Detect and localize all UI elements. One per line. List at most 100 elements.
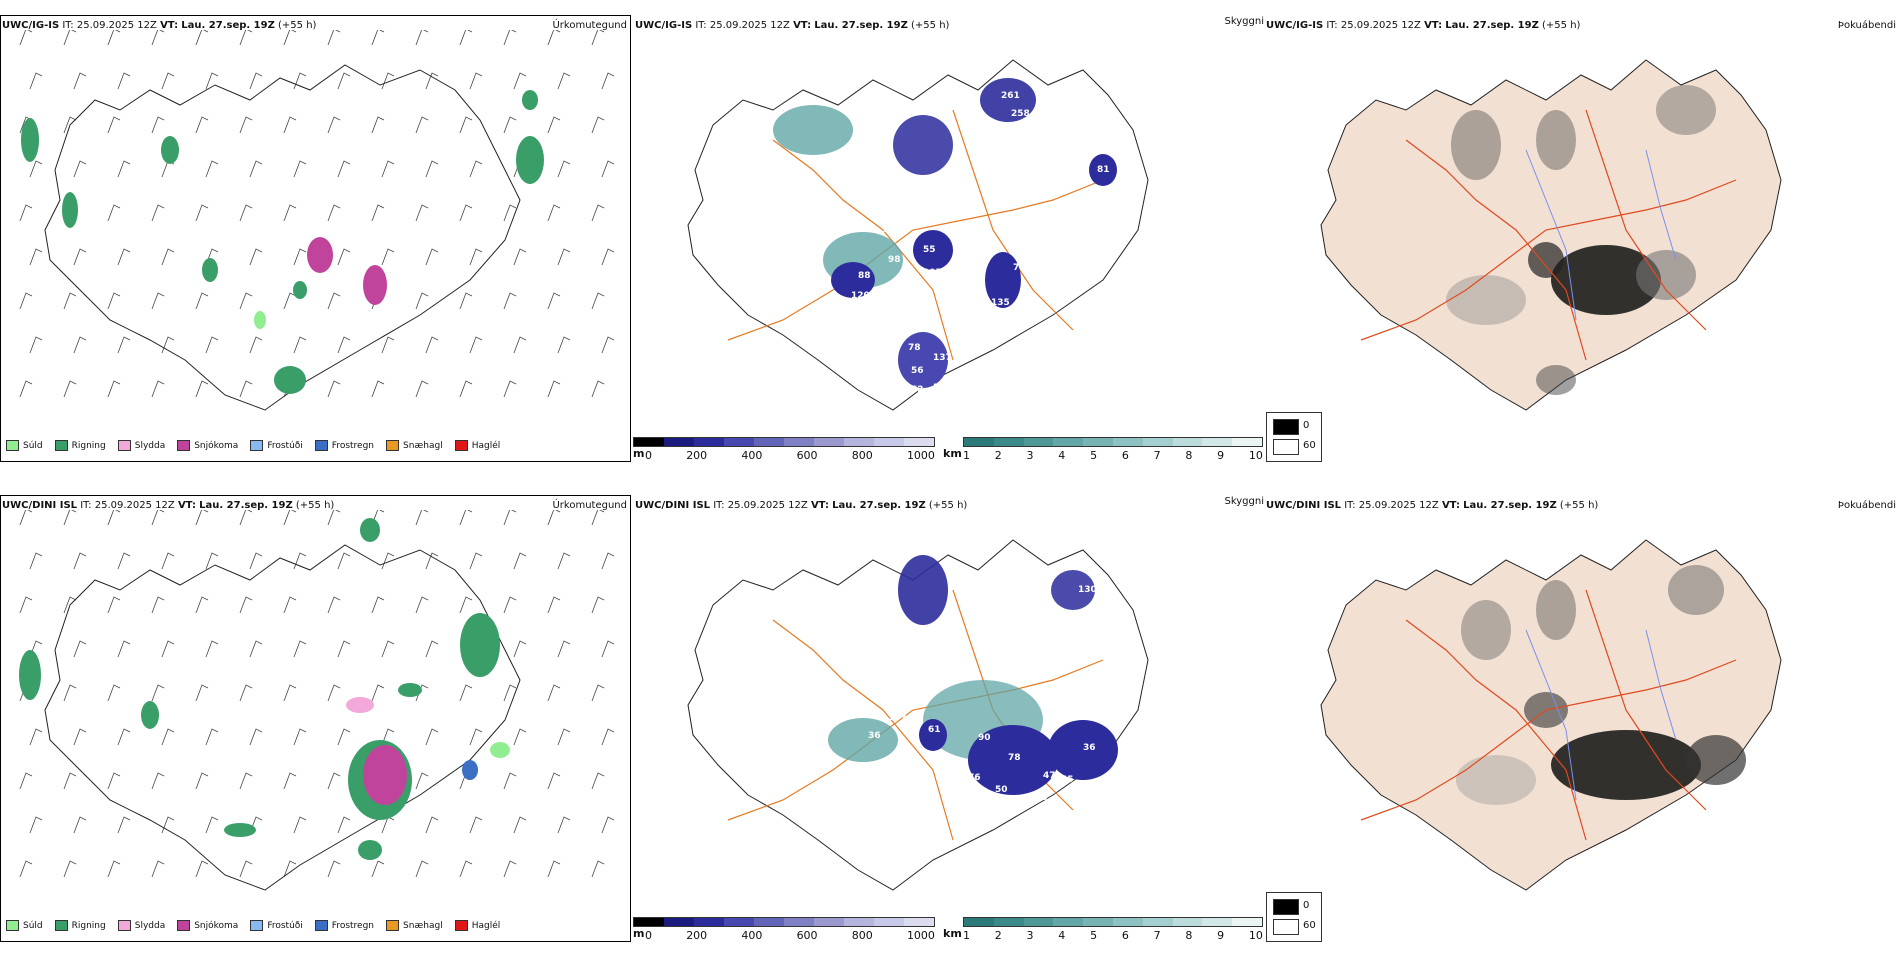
- it-label: IT:: [695, 20, 707, 31]
- wind-barb: [107, 116, 121, 134]
- precip-legend-item: Haglél: [454, 440, 501, 451]
- precip-legend-item: Frostregn: [314, 920, 374, 931]
- wind-barb: [239, 596, 253, 614]
- colorbar-tick: 200: [686, 449, 708, 462]
- precip-legend-label: Rigning: [71, 920, 106, 931]
- wind-barb: [547, 292, 561, 310]
- colorbar-swatches: [963, 437, 1263, 447]
- wind-barb: [19, 204, 33, 222]
- wind-barb: [327, 292, 341, 310]
- wind-barb: [591, 30, 605, 46]
- vt-label: VT:: [1441, 500, 1460, 511]
- wind-barb: [469, 336, 483, 354]
- wind-barb: [19, 860, 33, 878]
- vis-label: 36: [868, 731, 881, 741]
- colorbar-swatch: [694, 438, 724, 446]
- wind-barb: [469, 72, 483, 90]
- colorbar-swatch: [1083, 438, 1113, 446]
- precip-legend-swatch: [454, 920, 468, 931]
- precip-type-panel-top: UWC/IG-IS IT: 25.09.2025 12Z VT: Lau. 27…: [0, 0, 633, 475]
- wind-barb: [327, 596, 341, 614]
- vis-label: 74: [1013, 263, 1026, 273]
- wind-barb: [283, 684, 297, 702]
- wind-barb: [547, 116, 561, 134]
- wind-barb: [73, 640, 87, 658]
- colorbar-swatch: [754, 438, 784, 446]
- wind-barb: [381, 552, 395, 570]
- vis-label: 15: [925, 631, 938, 641]
- precip-legend-label: Frostúði: [267, 440, 303, 451]
- wind-barb: [327, 772, 341, 790]
- fog-label-0: 0: [1303, 900, 1310, 911]
- wind-barb: [547, 772, 561, 790]
- wind-barb: [371, 204, 385, 222]
- colorbar-swatch: [1202, 438, 1233, 446]
- colorbar-tick: 0: [645, 929, 652, 942]
- wind-barb: [161, 248, 175, 266]
- wind-barb: [293, 640, 307, 658]
- wind-barb: [513, 552, 527, 570]
- colorbar-tick: 600: [796, 929, 818, 942]
- wind-barb: [73, 72, 87, 90]
- colorbar-tick: 6: [1121, 929, 1129, 942]
- vt-label: VT:: [810, 500, 829, 511]
- visibility-m-colorbar: 0 200 400 600 800 1000: [633, 437, 935, 462]
- wind-barb: [63, 684, 77, 702]
- wind-barb: [503, 116, 517, 134]
- colorbar-swatch: [1202, 918, 1233, 926]
- precip-legend-item: Frostregn: [314, 440, 374, 451]
- wind-barb: [283, 204, 297, 222]
- wind-barb: [557, 640, 571, 658]
- wind-barb: [337, 552, 351, 570]
- wind-barb: [29, 728, 43, 746]
- colorbar-tick: 4: [1058, 449, 1066, 462]
- precip-legend-label: Snjókoma: [194, 920, 239, 931]
- colorbar-swatch: [844, 918, 874, 926]
- wind-barb: [195, 510, 209, 526]
- colorbar-tick: 1: [963, 929, 970, 942]
- precip-legend-item: Slydda: [117, 440, 165, 451]
- visibility-map: 261 258 81 37 55 98 105 88 120 74 135 12…: [687, 59, 1149, 411]
- wind-barb: [249, 552, 263, 570]
- colorbar-swatch: [784, 918, 814, 926]
- wind-barb: [503, 380, 517, 398]
- it-label: IT:: [1326, 20, 1338, 31]
- precip-legend-swatch: [454, 440, 468, 451]
- wind-barb: [117, 160, 131, 178]
- wind-barb: [557, 248, 571, 266]
- wind-barb: [557, 816, 571, 834]
- wind-barb: [283, 116, 297, 134]
- wind-barb: [151, 772, 165, 790]
- wind-barb: [249, 336, 263, 354]
- wind-barb: [19, 772, 33, 790]
- wind-barb: [381, 160, 395, 178]
- fog-label-60: 60: [1303, 920, 1316, 931]
- precip-legend-label: Frostúði: [267, 920, 303, 931]
- wind-barb: [415, 860, 429, 878]
- colorbar-swatch: [754, 918, 784, 926]
- precip-legend-swatch: [250, 440, 264, 451]
- wind-barb: [107, 684, 121, 702]
- precip-legend-label: Haglél: [471, 440, 501, 451]
- colorbar-swatch: [874, 918, 904, 926]
- wind-barb: [601, 336, 615, 354]
- wind-barb: [249, 72, 263, 90]
- colorbar-tick: 7: [1153, 929, 1161, 942]
- wind-barb: [513, 640, 527, 658]
- wind-barb: [381, 640, 395, 658]
- wind-barb: [601, 248, 615, 266]
- vt-value: Lau. 27.sep. 19Z: [199, 500, 293, 511]
- colorbar-tick: 5: [1090, 449, 1098, 462]
- precip-legend-swatch: [54, 440, 68, 451]
- wind-barb: [151, 30, 165, 46]
- wind-barb: [205, 728, 219, 746]
- wind-barb: [29, 248, 43, 266]
- wind-barb: [293, 72, 307, 90]
- wind-barb: [205, 160, 219, 178]
- visibility-value-labels: 261 258 81 37 55 98 105 88 120 74 135 12…: [851, 91, 1110, 395]
- wind-barb: [107, 204, 121, 222]
- it-value: 25.09.2025 12Z: [727, 500, 808, 511]
- precip-legend-item: Snæhagl: [386, 440, 443, 451]
- wind-barb: [19, 596, 33, 614]
- wind-barb: [371, 30, 385, 46]
